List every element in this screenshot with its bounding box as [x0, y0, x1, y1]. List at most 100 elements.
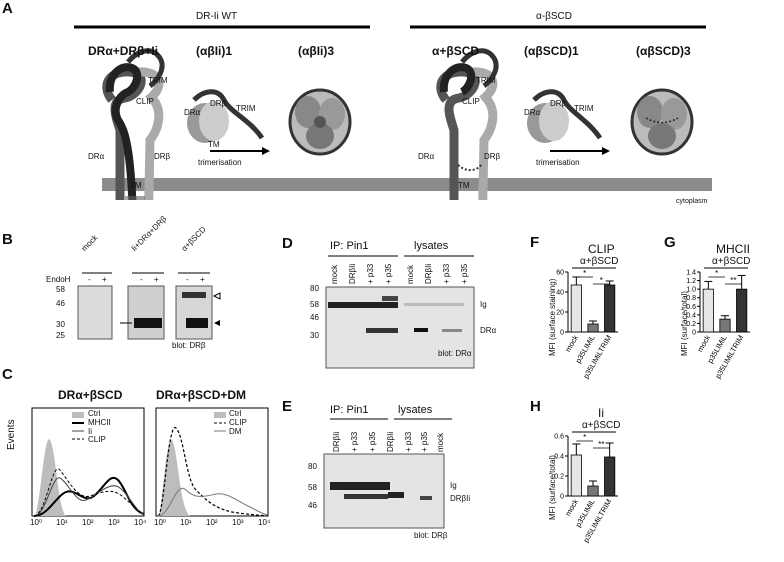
bar-f-ytick-label: 0: [560, 330, 564, 337]
bar-f-bar-1: [587, 323, 599, 333]
abii-monomer-illustration: [187, 89, 265, 143]
bar-h-subtitle: α+βSCD: [582, 420, 621, 431]
bar-g-bar-1: [719, 318, 731, 333]
ip-label-d: IP: Pin1: [330, 240, 369, 252]
label-clip-3: CLIP: [462, 97, 480, 106]
label-drb-4: DRβ: [550, 99, 567, 108]
panel-f-label: F: [530, 234, 540, 251]
panel-e-label: E: [282, 398, 293, 415]
label-tm-1: TM: [130, 181, 142, 190]
bar-g-subtitle: α+βSCD: [712, 256, 751, 267]
col-title-abii-1: (αβIi)1: [196, 44, 233, 58]
xtick-c2-4: 10⁴: [258, 518, 271, 527]
bar-f-sig-label-1: *: [583, 269, 586, 278]
abscd-monomer-illustration: [527, 89, 603, 143]
panel-h-label: H: [530, 398, 541, 415]
lysates-label-d: lysates: [414, 240, 449, 252]
xtick-c1-2: 10²: [82, 518, 94, 527]
bar-g-bar-2: [736, 288, 748, 333]
blot-label-e: blot: DRβ: [414, 531, 448, 540]
mw-80-d: 80: [310, 284, 319, 293]
bar-g-ytick-label: 1.2: [686, 278, 696, 285]
legend-dm-2: DM: [229, 427, 242, 436]
xtick-c1-1: 10¹: [56, 518, 68, 527]
xtick-c1-3: 10³: [108, 518, 120, 527]
bar-h-bar-2: [604, 456, 616, 497]
legend-ctrl-2: Ctrl: [229, 409, 242, 418]
histogram-plot2: [155, 407, 269, 517]
bar-h-ytick-label: 0: [560, 494, 564, 501]
mw-58-b: 58: [56, 285, 65, 294]
panel-c-label: C: [2, 366, 13, 383]
bar-f-ytick-label: 40: [556, 290, 564, 297]
mw-46-e: 46: [308, 501, 317, 510]
bar-h-title: Ii: [598, 406, 604, 420]
col-title-abscd-1: (αβSCD)1: [524, 44, 579, 58]
xtick-c2-0: 10⁰: [154, 518, 167, 527]
bar-f-sig-label-2: *: [600, 276, 603, 285]
bar-g-ytick-label: 1.0: [686, 287, 696, 294]
endoh-sign-5: -: [186, 275, 189, 284]
label-dra-3: DRα: [418, 152, 435, 161]
trimerisation-label-2: trimerisation: [536, 158, 580, 167]
label-drb-1: DRβ: [154, 152, 171, 161]
col-title-abscd-3: (αβSCD)3: [636, 44, 691, 58]
xtick-c1-0: 10⁰: [30, 518, 43, 527]
panel-a-diagram: [74, 25, 712, 200]
bar-f-bar-2: [604, 284, 616, 333]
label-trim-2: TRIM: [236, 104, 256, 113]
panel-a-label: A: [2, 0, 13, 17]
panel-b-label: B: [2, 231, 13, 248]
panel-g-label: G: [664, 234, 676, 251]
bar-f-ytick-label: 60: [556, 270, 564, 277]
bar-g-bar-0: [702, 288, 714, 333]
bar-g-ytick-label: 0.8: [686, 295, 696, 302]
bar-h-ytick-label: 0.4: [554, 454, 564, 461]
legend-ii-1: Ii: [88, 427, 92, 436]
bar-h-ytick-label: 0.2: [554, 474, 564, 481]
xtick-c2-2: 10²: [206, 518, 218, 527]
bar-h-ytick-label: 0.6: [554, 434, 564, 441]
bar-f-bar-0: [570, 284, 582, 333]
band-ig-d: Ig: [480, 300, 487, 309]
bar-h-bar-1: [587, 485, 599, 497]
label-clip-1: CLIP: [136, 97, 154, 106]
band-drbii-e: DRβIi: [450, 494, 471, 503]
lysates-label-e: lysates: [398, 404, 433, 416]
col-title-abii-3: (αβIi)3: [298, 44, 335, 58]
group-left-title: DR-Ii WT: [196, 11, 238, 22]
group-right-title: α-βSCD: [536, 11, 572, 22]
mw-58-e: 58: [308, 483, 317, 492]
ip-label-e: IP: Pin1: [330, 404, 369, 416]
endoh-sign-1: -: [88, 275, 91, 284]
bar-g-ytick-label: 0.6: [686, 304, 696, 311]
bar-g-ytick-label: 1.4: [686, 270, 696, 277]
endoh-sign-4: +: [154, 275, 159, 284]
abii-trimer-illustration: [288, 88, 352, 156]
dr-ii-heterodimer-illustration: [102, 48, 165, 200]
legend-clip-2: CLIP: [229, 418, 247, 427]
label-tm-3: TM: [458, 181, 470, 190]
label-dra-1: DRα: [88, 152, 105, 161]
mw-30-d: 30: [310, 331, 319, 340]
bar-f-subtitle: α+βSCD: [580, 256, 619, 267]
bar-g-ytick-label: 0: [692, 330, 696, 337]
bar-g-category-0: mock: [695, 333, 712, 353]
band-dra-d: DRα: [480, 326, 497, 335]
bar-g-sig-label-1: *: [715, 269, 718, 278]
scd-heterodimer-illustration: [436, 48, 499, 200]
label-tm-2: TM: [208, 140, 220, 149]
mw-25-b: 25: [56, 331, 65, 340]
legend-clip-1: CLIP: [88, 435, 106, 444]
bar-g-ytick-label: 0.2: [686, 321, 696, 328]
label-dra-2: DRα: [184, 108, 201, 117]
xtick-c2-1: 10¹: [180, 518, 192, 527]
cytoplasm-label: cytoplasm: [676, 198, 708, 205]
col-title-a-bscd: α+βSCD: [432, 44, 480, 58]
label-drb-3: DRβ: [484, 152, 501, 161]
mw-46-b: 46: [56, 299, 65, 308]
